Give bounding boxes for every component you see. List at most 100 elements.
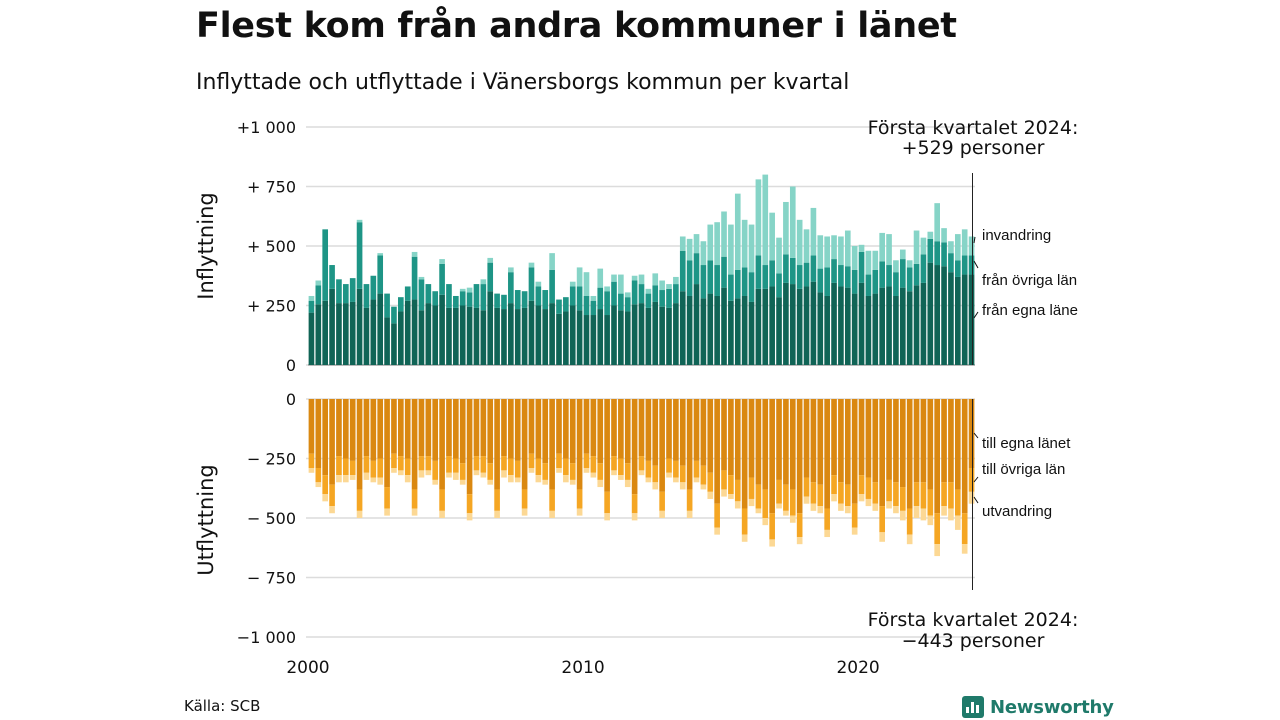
bar-utflyttning-out_other — [679, 465, 686, 483]
bar-utflyttning-out_own — [425, 399, 432, 457]
bar-utflyttning-out_other — [411, 489, 418, 509]
bar-utflyttning-out_other — [693, 460, 700, 478]
bar-inflyttning-in_own — [624, 311, 631, 365]
bar-inflyttning-in_own — [762, 288, 769, 365]
bar-utflyttning-out_abroad — [391, 468, 397, 473]
bar-utflyttning-out_other — [893, 482, 899, 507]
bar-inflyttning-in_own — [508, 303, 514, 365]
bar-inflyttning-in_abroad — [817, 235, 824, 269]
bar-utflyttning-out_other — [480, 456, 487, 473]
bar-inflyttning-in_own — [748, 301, 755, 365]
bar-inflyttning-in_other — [487, 262, 494, 292]
bar-utflyttning-out_own — [556, 399, 562, 454]
bar-inflyttning-in_own — [308, 312, 315, 365]
bar-inflyttning-in_other — [590, 300, 597, 316]
bar-inflyttning-in_other — [404, 286, 411, 301]
bar-utflyttning-out_own — [927, 399, 934, 490]
bar-utflyttning-out_abroad — [370, 477, 377, 483]
bar-utflyttning-out_own — [906, 399, 913, 509]
bar-inflyttning-in_own — [872, 293, 879, 365]
bar-inflyttning-in_other — [810, 255, 817, 282]
bars — [308, 174, 975, 557]
bar-inflyttning-in_other — [961, 255, 968, 275]
bar-inflyttning-in_own — [494, 307, 500, 365]
bar-utflyttning-out_own — [563, 399, 569, 459]
bar-inflyttning-in_other — [741, 267, 748, 296]
bar-inflyttning-in_abroad — [508, 267, 514, 273]
bar-inflyttning-in_abroad — [418, 276, 425, 280]
bar-inflyttning-in_other — [734, 269, 741, 299]
bar-inflyttning-in_own — [693, 284, 700, 365]
bar-inflyttning-in_other — [755, 255, 762, 289]
bar-utflyttning-out_other — [700, 465, 707, 485]
bar-utflyttning-out_abroad — [384, 508, 390, 516]
y-tick-label: − 250 — [247, 450, 296, 469]
bar-utflyttning-out_own — [851, 399, 858, 504]
bar-utflyttning-out_abroad — [693, 477, 700, 483]
bar-utflyttning-out_own — [899, 399, 906, 488]
bar-inflyttning-in_abroad — [535, 281, 542, 287]
bar-utflyttning-out_own — [776, 399, 782, 480]
bar-inflyttning-in_own — [521, 307, 528, 365]
bar-utflyttning-out_abroad — [954, 515, 961, 530]
bar-inflyttning-in_other — [899, 259, 906, 288]
bar-utflyttning-out_own — [569, 399, 576, 464]
bar-utflyttning-out_other — [370, 460, 377, 478]
bar-inflyttning-in_abroad — [638, 274, 645, 285]
bar-inflyttning-in_own — [356, 288, 363, 365]
bar-inflyttning-in_other — [425, 284, 432, 304]
series-label-fran-ovriga-lan: från övriga län — [982, 272, 1077, 289]
bar-inflyttning-in_other — [631, 280, 638, 305]
bar-utflyttning-out_own — [466, 399, 473, 495]
bar-inflyttning-in_own — [432, 305, 439, 365]
bar-inflyttning-in_abroad — [886, 234, 892, 266]
bar-inflyttning-in_abroad — [377, 253, 384, 256]
bar-inflyttning-in_own — [783, 282, 789, 365]
bar-inflyttning-in_abroad — [487, 257, 494, 263]
bar-utflyttning-out_abroad — [899, 510, 906, 521]
bar-inflyttning-in_own — [336, 303, 342, 365]
chart-title: Flest kom från andra kommuner i länet — [196, 6, 957, 46]
bar-inflyttning-in_other — [398, 297, 404, 312]
bar-utflyttning-out_other — [673, 460, 679, 478]
bar-inflyttning-in_abroad — [824, 236, 830, 268]
bar-utflyttning-out_other — [535, 458, 542, 476]
bar-utflyttning-out_other — [714, 503, 720, 528]
bar-utflyttning-out_abroad — [831, 494, 837, 502]
bar-inflyttning-in_other — [563, 297, 569, 312]
bar-inflyttning-in_own — [569, 305, 576, 365]
bar-utflyttning-out_abroad — [858, 494, 865, 502]
bar-utflyttning-out_abroad — [796, 537, 803, 545]
bar-utflyttning-out_abroad — [514, 477, 521, 483]
bar-utflyttning-out_other — [569, 463, 576, 480]
bar-inflyttning-in_other — [535, 286, 542, 306]
bar-inflyttning-in_abroad — [954, 234, 961, 261]
newsworthy-logo-text: Newsworthy — [990, 696, 1114, 718]
bar-inflyttning-in_abroad — [480, 279, 487, 285]
bar-inflyttning-in_own — [865, 295, 872, 365]
bar-utflyttning-out_other — [913, 482, 920, 507]
bar-utflyttning-out_own — [824, 399, 830, 509]
bar-utflyttning-out_abroad — [879, 532, 885, 542]
bar-inflyttning-in_own — [466, 306, 473, 365]
bar-inflyttning-in_own — [893, 295, 899, 365]
bar-inflyttning-in_own — [673, 303, 679, 365]
bar-utflyttning-out_other — [453, 458, 459, 473]
bar-utflyttning-out_other — [659, 491, 665, 511]
bar-utflyttning-out_other — [762, 489, 769, 518]
bar-utflyttning-out_other — [934, 513, 940, 545]
bar-inflyttning-in_abroad — [686, 238, 693, 261]
bar-utflyttning-out_abroad — [961, 544, 968, 554]
bar-utflyttning-out_abroad — [893, 506, 899, 514]
bar-inflyttning-in_other — [645, 293, 652, 308]
bar-utflyttning-out_own — [631, 399, 638, 495]
bar-inflyttning-in_own — [514, 309, 521, 365]
bar-inflyttning-in_abroad — [707, 224, 714, 261]
bar-utflyttning-out_abroad — [459, 479, 466, 485]
bar-inflyttning-in_own — [638, 303, 645, 365]
bar-inflyttning-in_own — [453, 307, 459, 365]
bar-inflyttning-in_other — [659, 290, 665, 307]
bar-inflyttning-in_other — [728, 274, 734, 301]
bar-inflyttning-in_own — [501, 309, 507, 365]
y-tick-labels: +1 000 + 750 + 500 + 250 0 0 − 250 − 500 − 750 −1… — [237, 118, 296, 647]
